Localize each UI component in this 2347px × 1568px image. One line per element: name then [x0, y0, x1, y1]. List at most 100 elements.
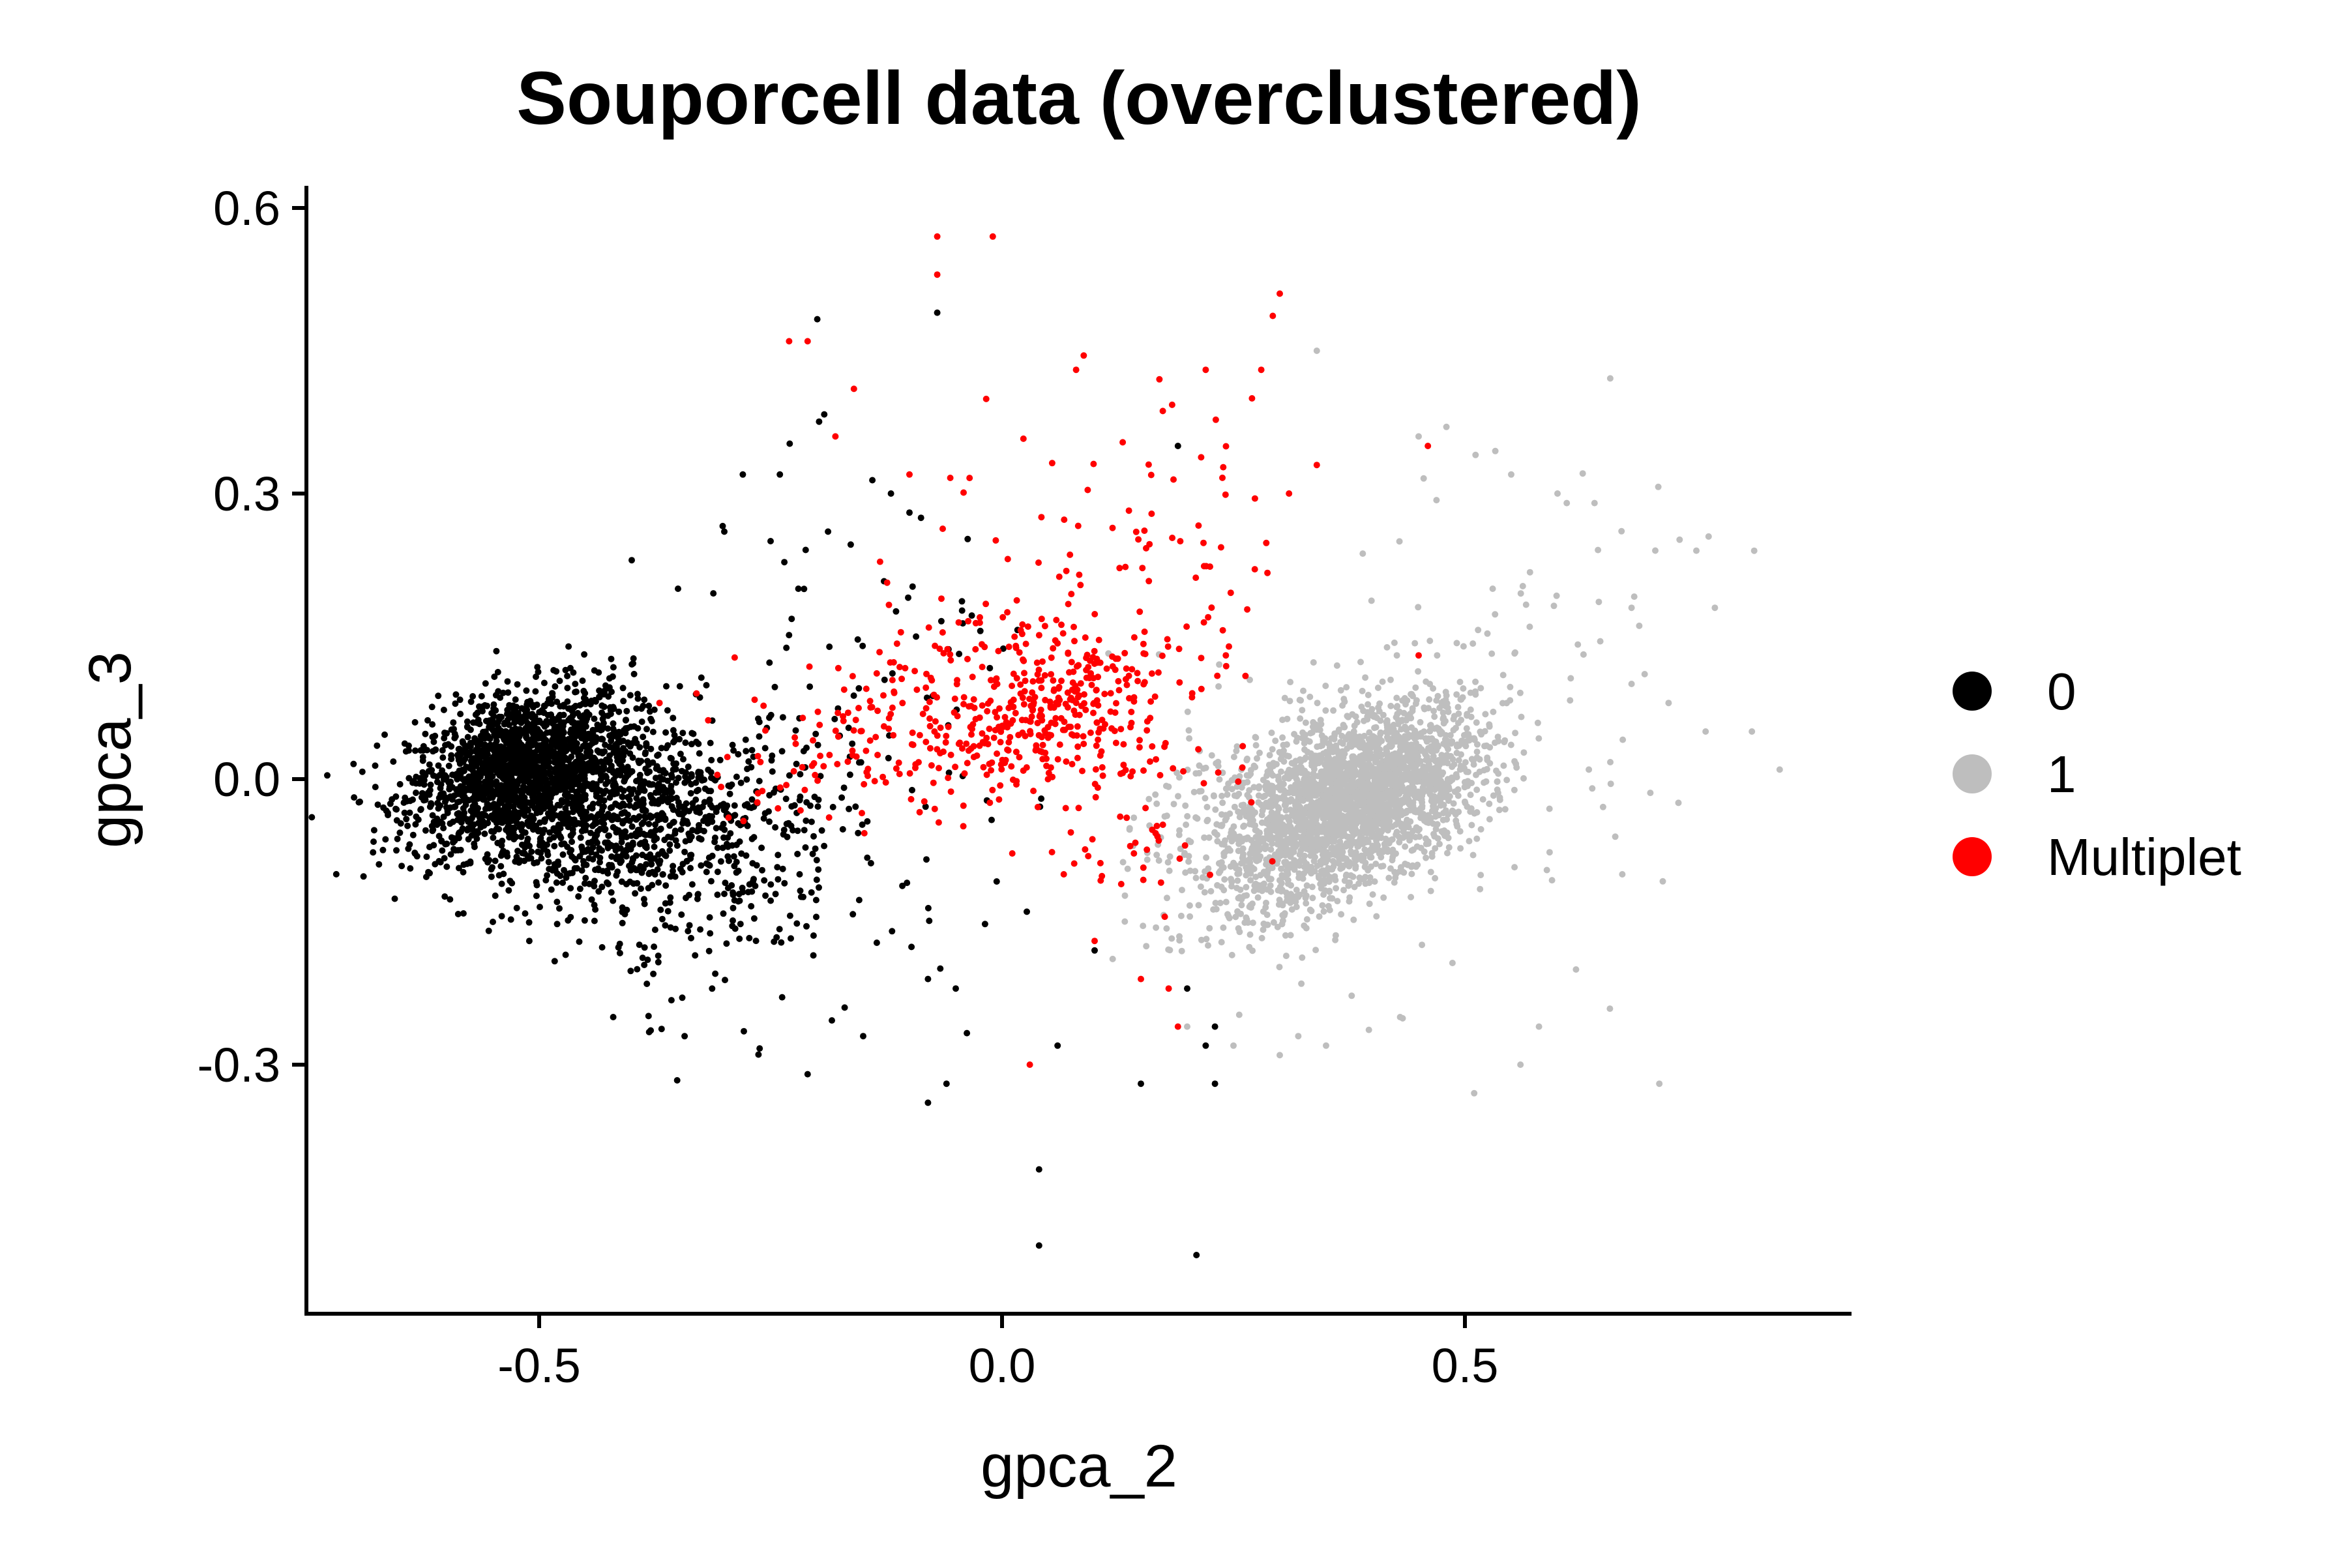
- point-series-0: [592, 906, 599, 913]
- point-series-0: [503, 850, 510, 857]
- point-series-0: [651, 926, 658, 934]
- point-series-0: [542, 720, 549, 728]
- point-series-0: [766, 659, 773, 666]
- point-series-0: [636, 798, 643, 805]
- point-series-0: [613, 845, 621, 852]
- point-series-0: [706, 914, 713, 921]
- point-series-0: [406, 747, 412, 754]
- point-series-1: [1383, 728, 1390, 735]
- point-series-1: [1479, 796, 1486, 803]
- point-series-1: [1178, 947, 1185, 954]
- point-series-0: [435, 857, 443, 865]
- point-series-0: [351, 794, 358, 801]
- point-series-0: [809, 850, 816, 857]
- point-series-0: [570, 669, 577, 676]
- point-series-1: [1272, 737, 1279, 745]
- point-series-0: [580, 824, 587, 831]
- point-series-1: [1461, 798, 1468, 805]
- point-series-0: [523, 687, 530, 694]
- point-series-0: [586, 735, 593, 742]
- point-series-0: [598, 944, 606, 951]
- point-series-1: [1409, 707, 1416, 715]
- point-series-0: [662, 900, 669, 907]
- point-series-0: [726, 790, 733, 797]
- point-series-1: [1393, 714, 1400, 721]
- point-series-0: [484, 769, 491, 777]
- point-series-0: [464, 718, 471, 725]
- point-series-0: [642, 813, 648, 820]
- point-series-0: [580, 694, 587, 702]
- point-series-0: [707, 739, 714, 747]
- point-series-0: [510, 712, 518, 719]
- point-series-0: [826, 643, 833, 650]
- point-series-0: [608, 889, 615, 896]
- point-series-0: [604, 879, 610, 886]
- point-series-0: [688, 934, 694, 941]
- point-series-0: [473, 811, 480, 818]
- point-series-0: [617, 859, 624, 866]
- point-series-1: [1445, 835, 1452, 842]
- point-series-0: [580, 848, 587, 855]
- point-series-1: [1607, 759, 1614, 765]
- point-series-0: [488, 866, 495, 873]
- point-series-0: [767, 897, 775, 904]
- point-series-1: [1350, 916, 1357, 923]
- point-series-0: [486, 857, 493, 864]
- point-series-0: [654, 752, 661, 759]
- point-series-0: [308, 814, 316, 821]
- point-series-0: [493, 762, 500, 769]
- point-series-0: [559, 763, 566, 770]
- point-series-1: [1483, 778, 1490, 785]
- point-series-0: [582, 723, 589, 730]
- point-series-0: [507, 761, 514, 768]
- point-series-0: [705, 766, 712, 773]
- point-series-0: [619, 757, 626, 763]
- point-series-0: [447, 851, 454, 858]
- point-series-0: [464, 723, 471, 730]
- point-series-0: [707, 878, 715, 885]
- point-series-0: [778, 994, 786, 1001]
- point-series-0: [636, 941, 643, 949]
- point-series-0: [619, 818, 627, 825]
- point-series-0: [804, 1071, 811, 1078]
- point-series-1: [1431, 713, 1438, 720]
- point-series-0: [612, 782, 619, 789]
- point-series-0: [1024, 908, 1030, 915]
- point-series-1: [1249, 919, 1256, 926]
- point-series-0: [1193, 1252, 1200, 1258]
- point-series-0: [667, 873, 674, 880]
- point-series-0: [634, 695, 642, 702]
- point-series-0: [664, 799, 672, 806]
- point-series-0: [509, 880, 516, 887]
- point-series-0: [646, 708, 653, 715]
- point-series-0: [797, 793, 804, 800]
- point-series-0: [374, 742, 381, 749]
- point-series-0: [493, 813, 500, 820]
- point-series-0: [776, 926, 783, 933]
- point-series-0: [864, 818, 871, 825]
- point-series-0: [564, 685, 571, 692]
- point-series-0: [730, 747, 737, 754]
- point-series-1: [1464, 737, 1471, 744]
- point-series-0: [370, 827, 377, 834]
- point-series-0: [630, 670, 638, 677]
- point-series-1: [1440, 720, 1447, 727]
- point-series-0: [608, 766, 615, 773]
- point-series-1: [1379, 678, 1386, 685]
- point-series-0: [686, 851, 694, 859]
- point-series-0: [565, 757, 572, 764]
- point-series-0: [514, 681, 521, 688]
- point-series-1: [1393, 703, 1400, 711]
- point-series-0: [460, 910, 467, 917]
- point-series-0: [401, 809, 408, 816]
- point-series-0: [741, 1028, 747, 1035]
- point-series-0: [582, 874, 589, 881]
- point-series-0: [696, 750, 703, 757]
- point-series-0: [686, 833, 693, 839]
- point-series-0: [547, 794, 554, 801]
- point-series-0: [814, 316, 821, 323]
- point-series-0: [563, 809, 570, 816]
- point-series-0: [535, 827, 542, 833]
- point-series-0: [924, 975, 932, 983]
- point-series-0: [829, 803, 836, 810]
